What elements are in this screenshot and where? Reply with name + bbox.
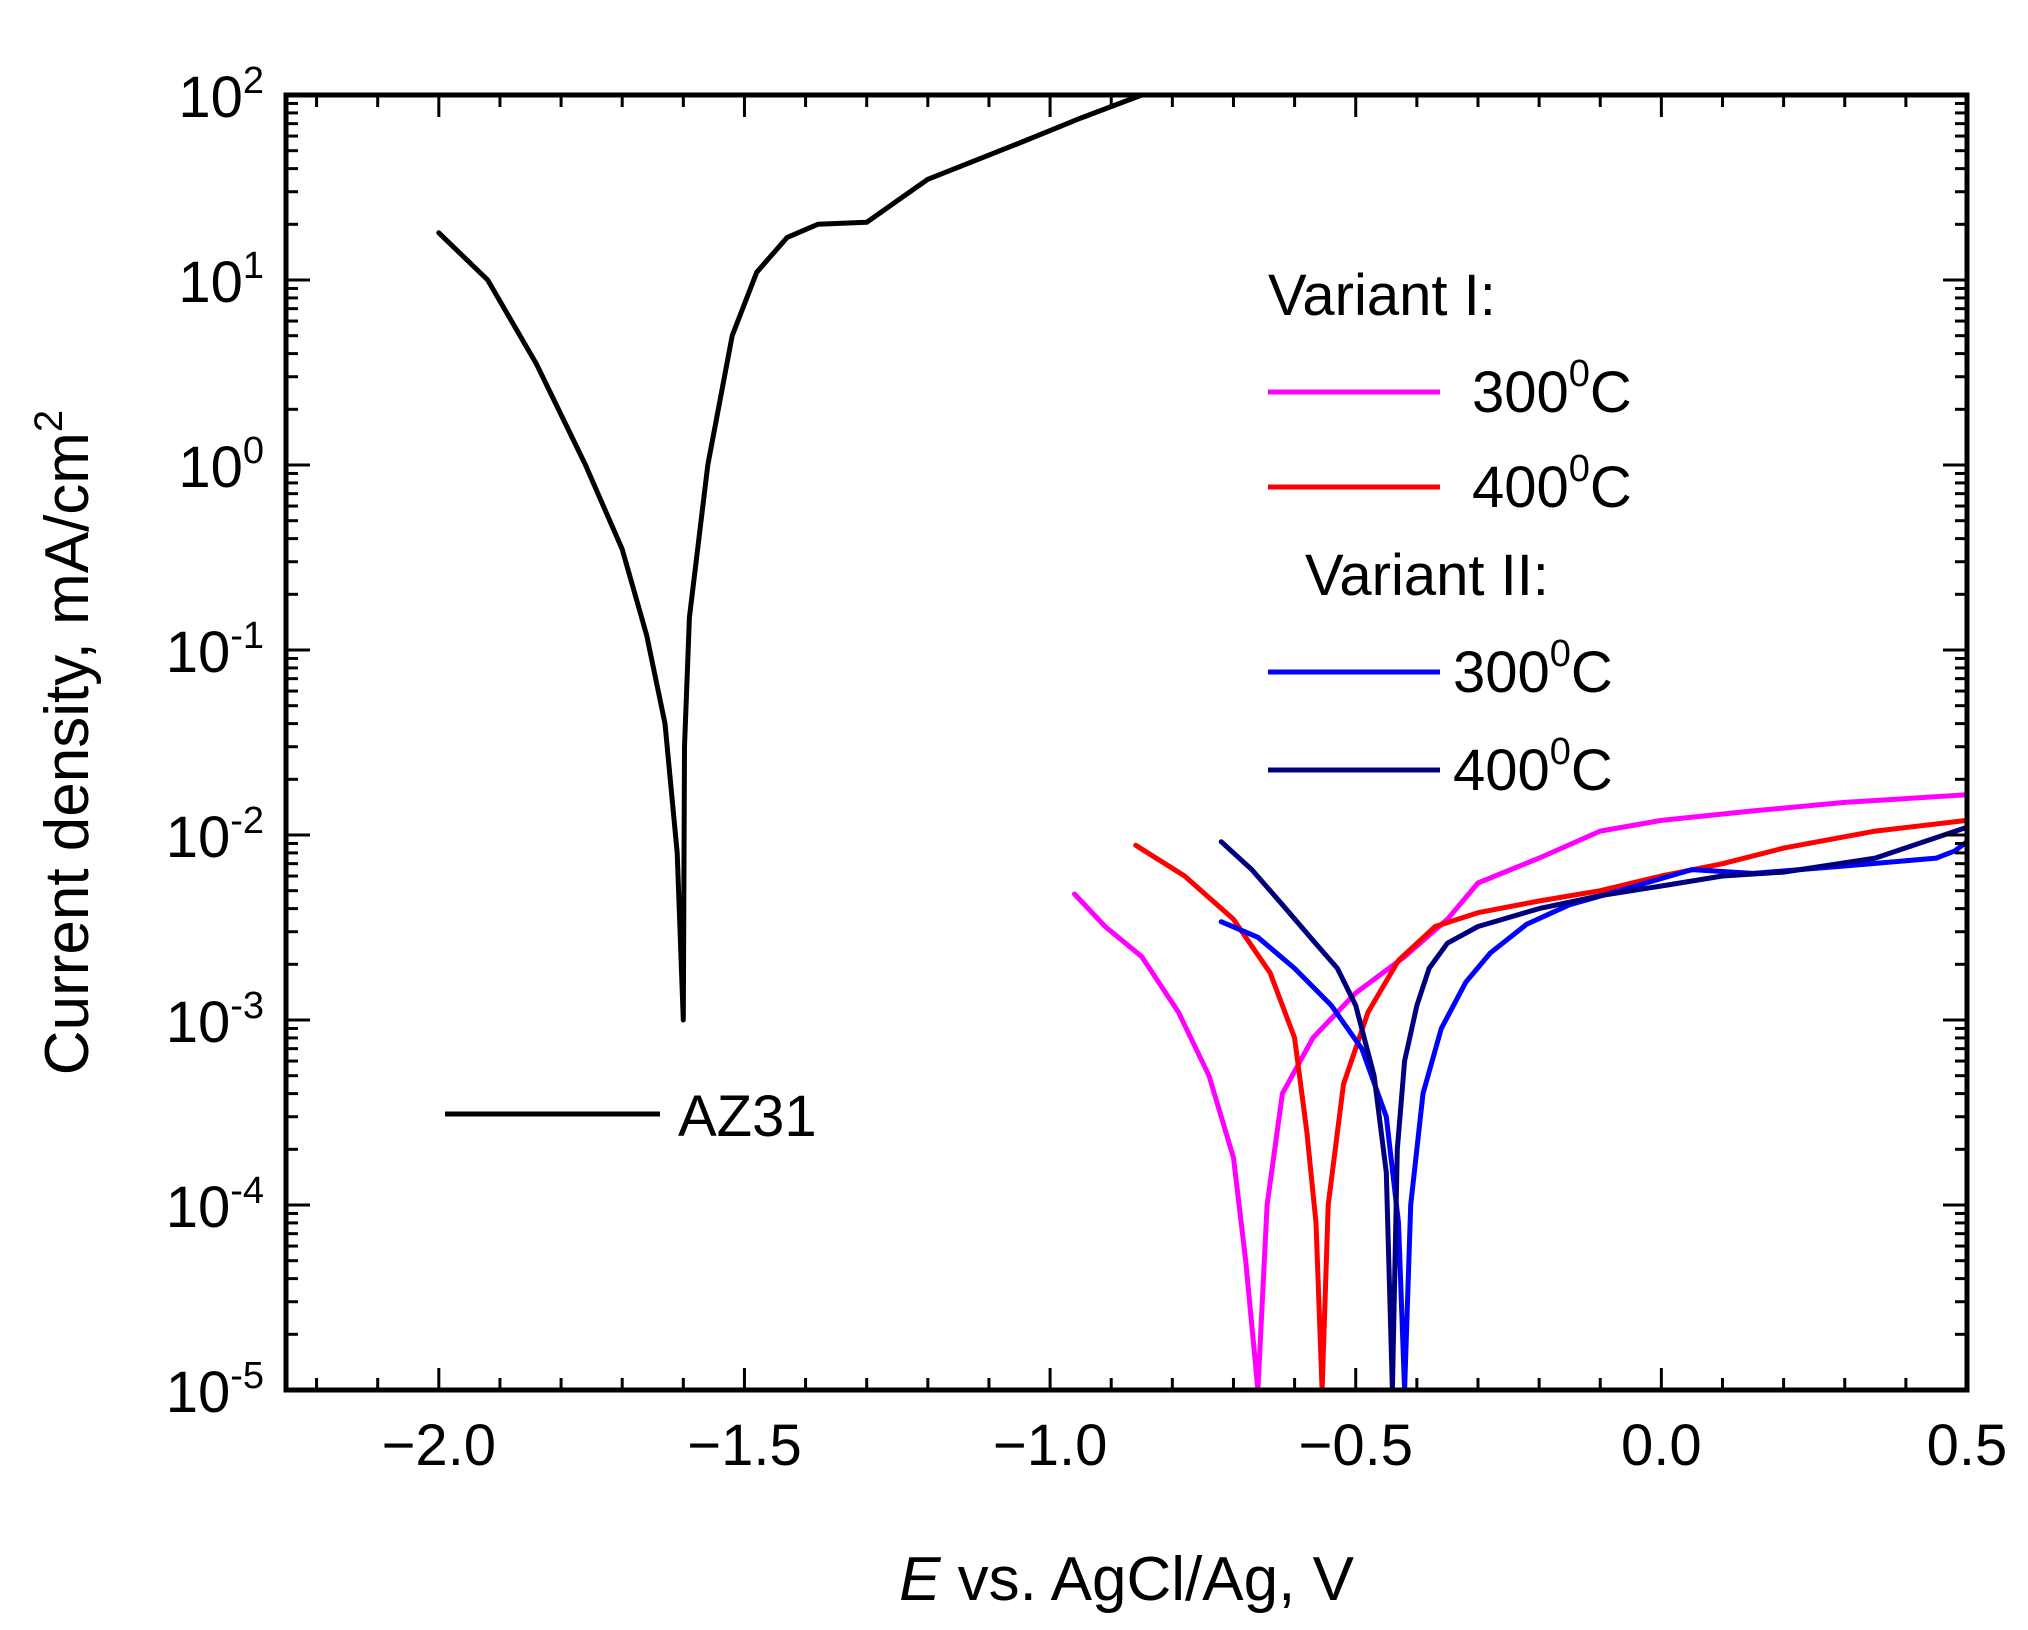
legend-entry-temp: 300: [1472, 360, 1569, 425]
legend-entry-unit: C: [1571, 738, 1613, 803]
legend-group-header: Variant I:: [1268, 263, 1496, 328]
x-tick-label: −0.5: [1298, 1413, 1413, 1478]
y-axis-title-main: Current density, mA/cm: [33, 432, 102, 1075]
x-axis-title: E vs. AgCl/Ag, V: [899, 1545, 1355, 1614]
y-tick-base: 10: [178, 65, 243, 130]
y-tick-exponent: -5: [230, 1355, 264, 1397]
plot-series-area: [436, 95, 1967, 1390]
legend-entry-temp: 400: [1472, 455, 1569, 520]
y-tick-label: 100: [178, 430, 264, 500]
legend-entry-label: 4000C: [1453, 731, 1613, 803]
x-tick-label: 0.0: [1621, 1413, 1702, 1478]
y-tick-base: 10: [166, 990, 231, 1055]
y-tick-label: 10-4: [166, 1170, 264, 1240]
y-tick-base: 10: [166, 1175, 231, 1240]
x-tick-label: −1.5: [687, 1413, 802, 1478]
y-tick-base: 10: [178, 250, 243, 315]
x-tick-label: 0.5: [1927, 1413, 2008, 1478]
y-tick-exponent: -4: [230, 1170, 264, 1212]
y-tick-exponent: 2: [243, 60, 264, 102]
legend-entry-degree: 0: [1569, 353, 1590, 395]
y-tick-base: 10: [166, 1360, 231, 1425]
y-tick-label: 10-5: [166, 1355, 264, 1425]
x-axis: −2.0 −1.5 −1.0 −0.5 0.0 0.5: [315, 95, 2008, 1478]
legend-entry-unit: C: [1571, 640, 1613, 705]
y-tick-label: 101: [178, 245, 264, 315]
legend-entry-temp: 300: [1453, 640, 1550, 705]
y-tick-exponent: -3: [230, 985, 264, 1027]
legend-entry-temp: 400: [1453, 738, 1550, 803]
legend-group-header: Variant II:: [1305, 543, 1549, 608]
series-line-az31: [436, 95, 1145, 1023]
y-tick-exponent: -2: [230, 800, 264, 842]
y-axis-title-sup: 2: [27, 410, 71, 432]
y-tick-base: 10: [166, 805, 231, 870]
x-axis-title-rest: vs. AgCl/Ag, V: [940, 1545, 1354, 1614]
y-tick-label: 10-3: [166, 985, 264, 1055]
plot-frame: [283, 92, 1970, 1393]
y-axis-title: Current density, mA/cm2: [27, 410, 102, 1075]
az31-legend-label: AZ31: [678, 1084, 817, 1149]
y-tick-label: 102: [178, 60, 264, 130]
y-tick-exponent: 0: [243, 430, 264, 472]
legend-entry-degree: 0: [1550, 633, 1571, 675]
y-tick-exponent: 1: [243, 245, 264, 287]
y-tick-label: 10-1: [166, 615, 264, 685]
series-line-v1_300: [1072, 792, 1967, 1390]
legend-entry-unit: C: [1590, 360, 1632, 425]
y-tick-base: 10: [178, 435, 243, 500]
y-tick-exponent: -1: [230, 615, 264, 657]
x-tick-label: −1.0: [993, 1413, 1108, 1478]
y-tick-label: 10-2: [166, 800, 264, 870]
y-tick-base: 10: [166, 620, 231, 685]
legend-entry-unit: C: [1590, 455, 1632, 520]
legend-entry-degree: 0: [1550, 731, 1571, 773]
legend-entry-label: 4000C: [1472, 448, 1632, 520]
series-line-v2_400: [1218, 824, 1967, 1390]
legend-entry-label: 3000C: [1453, 633, 1613, 705]
az31-annotation: AZ31: [445, 1084, 817, 1149]
legend-entry-label: 3000C: [1472, 353, 1632, 425]
x-axis-title-italic: E: [899, 1545, 941, 1614]
x-tick-label: −2.0: [382, 1413, 497, 1478]
legend-entry-degree: 0: [1569, 448, 1590, 490]
